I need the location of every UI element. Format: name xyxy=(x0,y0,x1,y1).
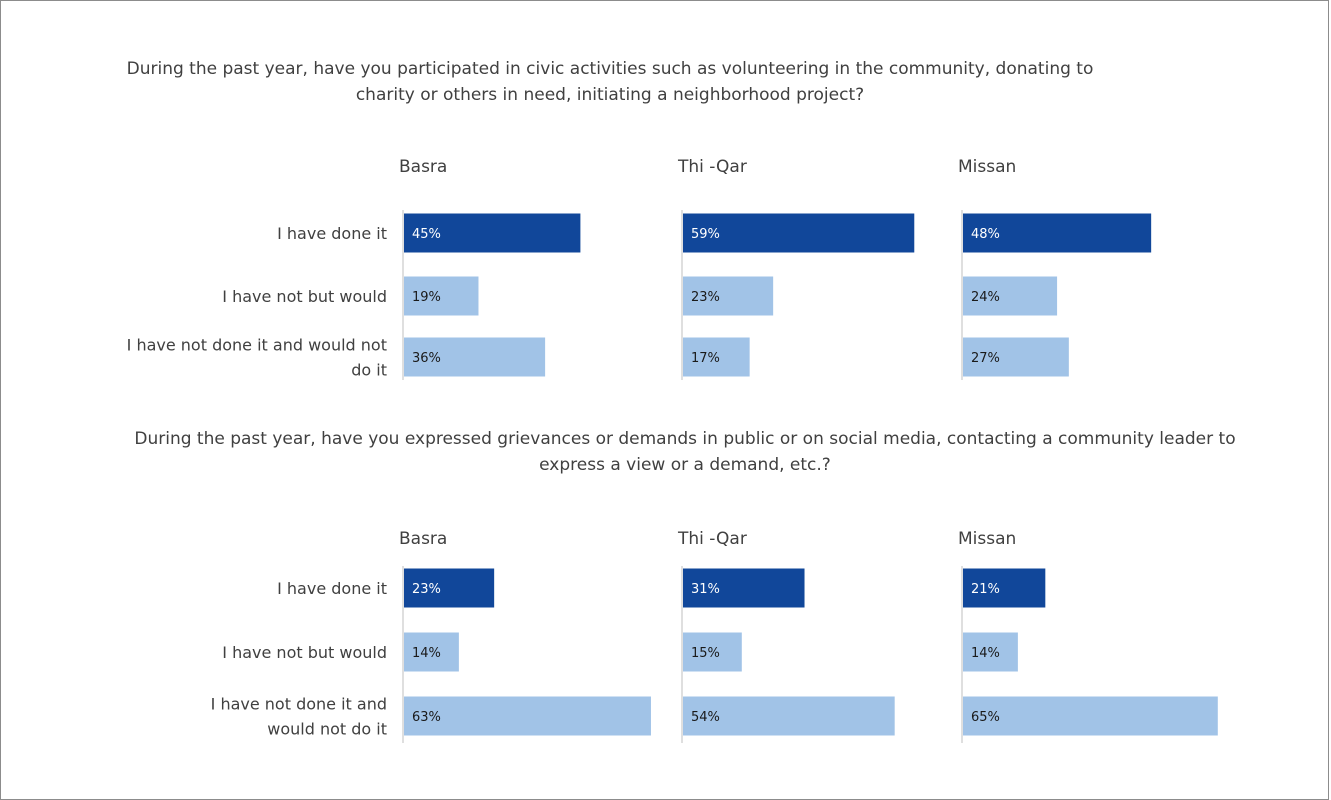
chart-1-data-label-thi-qar: 23% xyxy=(691,290,720,305)
chart-2-panel-title-missan: Missan xyxy=(958,529,1016,549)
chart-1-data-label-basra: 36% xyxy=(412,351,441,366)
chart-1-data-label-thi-qar: 17% xyxy=(691,351,720,366)
chart-1-panel-title-thi-qar: Thi -Qar xyxy=(677,157,747,177)
chart-2-data-label-basra: 63% xyxy=(412,710,441,725)
chart-1-bar-thi-qar xyxy=(683,213,915,253)
chart-2-bar-missan xyxy=(963,632,1018,672)
chart-1-category-label: do it xyxy=(351,361,387,380)
chart-1-bar-missan xyxy=(963,276,1058,316)
chart-2-panel-title-basra: Basra xyxy=(399,529,447,549)
chart-2-data-label-thi-qar: 54% xyxy=(691,710,720,725)
chart-2-bar-basra xyxy=(404,696,651,736)
chart-1-category-label: I have not but would xyxy=(222,287,387,306)
chart-2-bar-missan xyxy=(963,568,1046,608)
chart-2-data-label-basra: 14% xyxy=(412,646,441,661)
chart-2-title: During the past year, have you expressed… xyxy=(134,429,1236,475)
chart-1-bar-basra xyxy=(404,337,546,377)
chart-1-bar-missan xyxy=(963,213,1152,253)
chart-1-panel-title-missan: Missan xyxy=(958,157,1016,177)
chart-1-data-label-thi-qar: 59% xyxy=(691,227,720,242)
chart-2-bar-thi-qar xyxy=(683,696,895,736)
chart-2-data-label-basra: 23% xyxy=(412,582,441,597)
chart-1-category-label: I have not done it and would not xyxy=(127,336,387,355)
chart-2-bar-basra xyxy=(404,632,459,672)
chart-2-data-label-missan: 65% xyxy=(971,710,1000,725)
chart-1-data-label-basra: 45% xyxy=(412,227,441,242)
chart-1-bar-thi-qar xyxy=(683,337,750,377)
chart-1-data-label-missan: 24% xyxy=(971,290,1000,305)
chart-1-data-label-missan: 27% xyxy=(971,351,1000,366)
chart-2-category-label: would not do it xyxy=(267,720,387,739)
chart-1-bar-basra xyxy=(404,276,479,316)
chart-2-bar-missan xyxy=(963,696,1218,736)
chart-2-panel-title-thi-qar: Thi -Qar xyxy=(677,529,747,549)
chart-1-data-label-missan: 48% xyxy=(971,227,1000,242)
chart-1-data-label-basra: 19% xyxy=(412,290,441,305)
chart-2-bar-thi-qar xyxy=(683,568,805,608)
chart-2-data-label-missan: 21% xyxy=(971,582,1000,597)
chart-2-category-label: I have not but would xyxy=(222,643,387,662)
chart-2-data-label-missan: 14% xyxy=(971,646,1000,661)
chart-2-data-label-thi-qar: 31% xyxy=(691,582,720,597)
chart-2-bar-basra xyxy=(404,568,495,608)
chart-1-panel-title-basra: Basra xyxy=(399,157,447,177)
chart-1-bar-basra xyxy=(404,213,581,253)
chart-1-category-label: I have done it xyxy=(277,224,387,243)
chart-2-bar-thi-qar xyxy=(683,632,742,672)
chart-2-data-label-thi-qar: 15% xyxy=(691,646,720,661)
chart-1-bar-missan xyxy=(963,337,1069,377)
chart-2-category-label: I have not done it and xyxy=(211,695,387,714)
chart-1-title: During the past year, have you participa… xyxy=(126,59,1094,105)
chart-1-bar-thi-qar xyxy=(683,276,774,316)
chart-2-category-label: I have done it xyxy=(277,579,387,598)
